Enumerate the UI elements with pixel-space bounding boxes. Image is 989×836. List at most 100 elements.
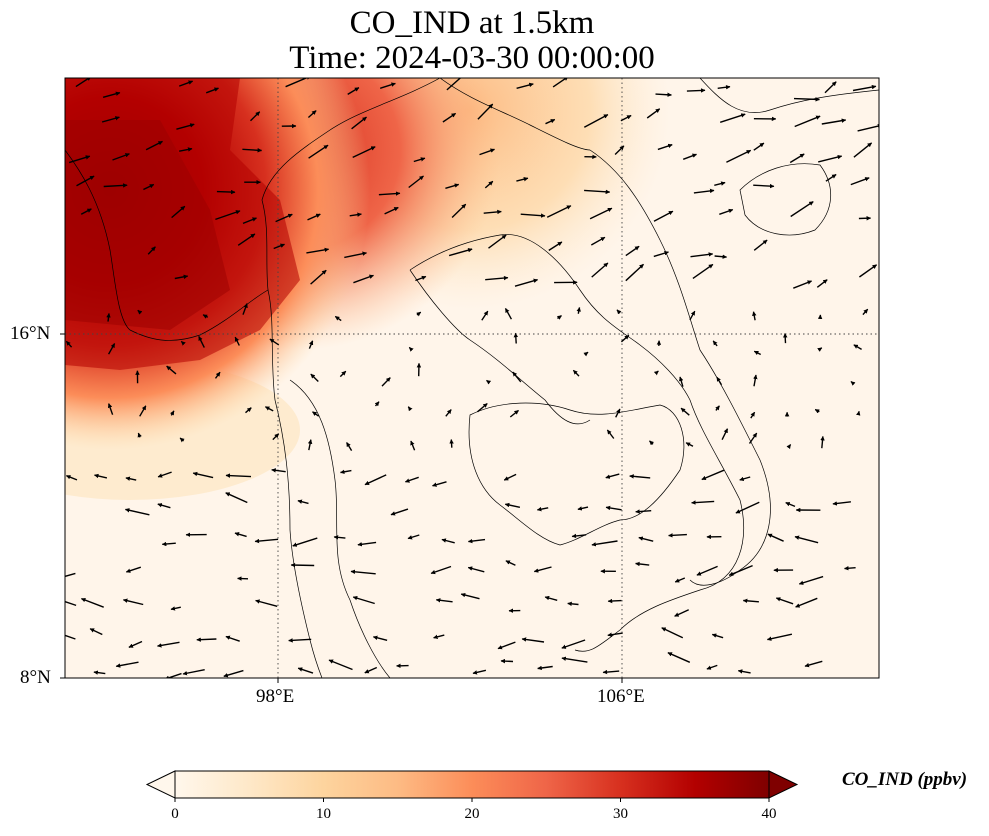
wind-arrow <box>825 173 837 182</box>
wind-arrow <box>711 633 724 639</box>
map-title: CO_IND at 1.5km <box>349 5 595 41</box>
wind-arrow <box>65 340 73 348</box>
wind-arrow <box>753 350 762 356</box>
wind-arrow <box>850 380 856 386</box>
wind-arrow <box>65 634 76 640</box>
wind-arrow <box>795 597 818 608</box>
wind-arrow <box>374 401 380 407</box>
wind-arrow <box>307 213 321 221</box>
wind-arrow <box>682 153 697 160</box>
wind-arrow <box>858 264 878 278</box>
wind-arrow <box>576 307 581 314</box>
map-subtitle: Time: 2024-03-30 00:00:00 <box>289 40 655 76</box>
wind-arrow <box>545 118 556 125</box>
wind-arrow <box>716 376 723 386</box>
wind-arrow <box>352 596 375 605</box>
wind-vectors <box>65 78 879 678</box>
wind-arrow <box>101 116 120 123</box>
wind-arrow <box>653 210 674 222</box>
wind-arrow <box>128 640 143 648</box>
wind-arrow <box>80 597 104 608</box>
wind-arrow <box>844 566 856 571</box>
wind-arrow <box>862 308 869 316</box>
wind-arrow <box>435 598 453 603</box>
wind-arrow <box>460 592 480 600</box>
wind-arrow <box>591 540 618 547</box>
wind-arrow <box>832 501 851 506</box>
wind-arrow <box>775 597 794 605</box>
wind-arrow <box>737 669 751 674</box>
wind-arrow <box>653 251 669 258</box>
wind-arrow <box>310 373 319 382</box>
colorbar-tick-label: 10 <box>316 806 331 822</box>
wind-arrow <box>216 189 236 195</box>
wind-arrow <box>477 103 494 120</box>
wind-arrow <box>94 473 108 479</box>
wind-arrow <box>161 541 176 547</box>
wind-arrow <box>546 205 572 218</box>
wind-arrow <box>107 343 116 355</box>
wind-arrow <box>102 91 121 98</box>
wind-arrow <box>408 175 424 189</box>
wind-arrow <box>607 632 623 637</box>
wind-arrow <box>479 148 495 156</box>
wind-arrow <box>605 473 620 479</box>
wind-arrow <box>556 315 562 320</box>
wind-arrow <box>766 633 793 641</box>
wind-arrow <box>785 501 796 508</box>
wind-arrow <box>816 279 828 288</box>
wind-arrow <box>169 410 175 416</box>
wind-arrow <box>182 669 205 676</box>
wind-arrow <box>544 595 558 601</box>
wind-arrow <box>706 664 718 670</box>
wind-arrow <box>157 471 172 478</box>
wind-arrow <box>790 201 814 218</box>
wind-arrow <box>404 476 419 483</box>
wind-arrow <box>103 183 128 188</box>
wind-arrow <box>680 407 690 416</box>
wind-arrow <box>646 108 661 119</box>
wind-arrow <box>307 439 313 451</box>
wind-arrow <box>728 564 753 576</box>
wind-arrow <box>536 506 549 512</box>
wind-arrow <box>350 569 376 575</box>
wind-arrow <box>205 87 219 94</box>
wind-arrow <box>192 471 214 479</box>
wind-arrow <box>378 191 401 196</box>
wind-arrow <box>357 541 377 547</box>
wind-arrow <box>352 146 376 159</box>
wind-arrow <box>503 473 517 481</box>
colorbar-tick-label: 20 <box>464 806 480 822</box>
wind-arrow <box>753 374 758 387</box>
wind-arrow <box>689 310 696 321</box>
wind-arrow <box>179 437 185 443</box>
wind-arrow <box>620 334 630 343</box>
wind-arrow <box>179 147 193 152</box>
wind-arrow <box>449 439 454 448</box>
wind-arrow <box>567 601 579 607</box>
wind-arrow <box>446 78 462 91</box>
wind-arrow <box>433 634 445 639</box>
wind-arrow <box>821 118 847 125</box>
wind-arrow <box>657 143 673 151</box>
wind-arrow <box>505 560 516 566</box>
wind-arrow <box>143 183 155 191</box>
wind-arrow <box>817 347 823 352</box>
wind-arrow <box>234 336 240 346</box>
wind-arrow <box>242 217 257 225</box>
wind-arrow <box>685 442 694 447</box>
wind-arrow <box>625 263 644 282</box>
wind-arrow <box>125 566 142 573</box>
wind-arrow <box>649 440 654 446</box>
wind-arrow <box>290 562 315 568</box>
wind-arrow <box>481 310 489 321</box>
wind-arrow <box>272 433 280 441</box>
wind-arrow <box>629 474 651 479</box>
wind-arrow <box>442 112 456 123</box>
wind-arrow <box>686 88 706 93</box>
wind-arrow <box>106 313 111 322</box>
wind-arrow <box>719 208 734 215</box>
wind-arrow <box>288 638 312 643</box>
wind-arrow <box>164 672 182 678</box>
wind-arrow <box>271 468 286 473</box>
